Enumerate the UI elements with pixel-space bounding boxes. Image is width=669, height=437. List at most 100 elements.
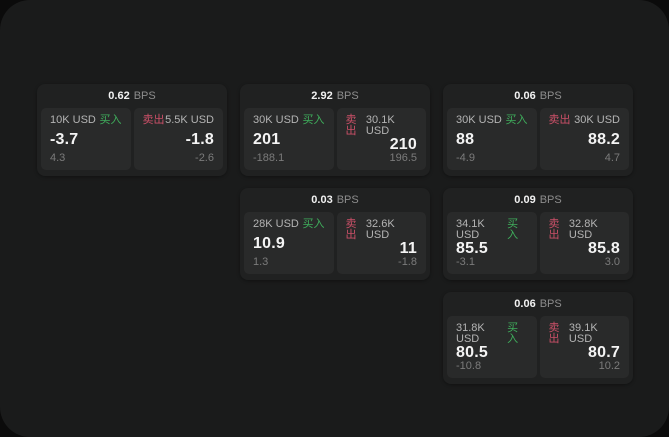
sell-size-label: 30K USD: [574, 114, 620, 126]
sell-tag: 卖出: [548, 114, 571, 126]
buy-tile-top: 31.8K USD 买入: [456, 323, 528, 345]
quote-tiles: 30K USD 买入 88 -4.9 卖出 30K USD 88.2 4.7: [447, 108, 629, 170]
sell-delta: 3.0: [604, 256, 620, 268]
sell-tile[interactable]: 卖出 30.1K USD 210 196.5: [336, 108, 426, 170]
card-header: 0.03 BPS: [244, 188, 426, 212]
quote-card: 0.09 BPS 34.1K USD 买入 85.5 -3.1 卖出 32.8K…: [443, 188, 633, 280]
sell-size-label: 39.1K USD: [568, 322, 598, 345]
bps-value: 0.09: [514, 193, 536, 206]
sell-tag: 卖出: [548, 218, 560, 241]
sell-tile-top: 卖出 39.1K USD: [549, 323, 621, 345]
buy-delta: 1.3: [253, 256, 269, 268]
buy-size-label: 30K USD: [456, 114, 502, 126]
sell-price: 85.8: [588, 240, 620, 257]
bps-unit-label: BPS: [539, 89, 562, 102]
buy-tag: 买入: [507, 218, 519, 241]
quote-tiles: 34.1K USD 买入 85.5 -3.1 卖出 32.8K USD 85.8…: [447, 212, 629, 274]
cards-grid: 0.62 BPS 10K USD 买入 -3.7 4.3 卖出 5.5K USD…: [37, 84, 633, 384]
sell-tag: 卖出: [345, 218, 357, 241]
buy-size-label: 31.8K USD: [456, 322, 485, 345]
sell-tile[interactable]: 卖出 30K USD 88.2 4.7: [539, 108, 629, 170]
buy-tile[interactable]: 28K USD 买入 10.9 1.3: [244, 212, 334, 274]
sell-size-label: 5.5K USD: [165, 114, 214, 126]
quote-card: 0.62 BPS 10K USD 买入 -3.7 4.3 卖出 5.5K USD…: [37, 84, 227, 176]
sell-delta: -1.8: [398, 256, 417, 268]
buy-tile-top: 34.1K USD 买入: [456, 219, 528, 241]
buy-delta: -3.1: [456, 256, 475, 268]
buy-tag: 买入: [99, 114, 122, 126]
buy-size-label: 30K USD: [253, 114, 299, 126]
sell-tile-top: 卖出 32.6K USD: [346, 219, 418, 241]
sell-delta: 196.5: [389, 152, 417, 164]
bps-unit-label: BPS: [539, 297, 562, 310]
quote-card: 0.06 BPS 31.8K USD 买入 80.5 -10.8 卖出 39.1…: [443, 292, 633, 384]
quote-tiles: 10K USD 买入 -3.7 4.3 卖出 5.5K USD -1.8 -2.…: [41, 108, 223, 170]
buy-delta: -10.8: [456, 360, 482, 372]
sell-size-label: 32.6K USD: [365, 218, 395, 241]
buy-price: 80.5: [456, 344, 488, 361]
bps-value: 0.06: [514, 89, 536, 102]
quote-card: 0.03 BPS 28K USD 买入 10.9 1.3 卖出 32.6K US…: [240, 188, 430, 280]
buy-size-label: 10K USD: [50, 114, 96, 126]
sell-size-label: 30.1K USD: [365, 114, 395, 137]
quote-card: 2.92 BPS 30K USD 买入 201 -188.1 卖出 30.1K …: [240, 84, 430, 176]
card-header: 0.09 BPS: [447, 188, 629, 212]
sell-tile-top: 卖出 30K USD: [549, 115, 621, 126]
sell-size-label: 32.8K USD: [568, 218, 598, 241]
buy-tile-top: 30K USD 买入: [456, 115, 528, 126]
sell-tile[interactable]: 卖出 32.8K USD 85.8 3.0: [539, 212, 629, 274]
buy-size-label: 28K USD: [253, 218, 299, 230]
sell-tile-top: 卖出 30.1K USD: [346, 115, 418, 137]
sell-tile[interactable]: 卖出 5.5K USD -1.8 -2.6: [133, 108, 223, 170]
buy-size-label: 34.1K USD: [456, 218, 485, 241]
buy-tile[interactable]: 31.8K USD 买入 80.5 -10.8: [447, 316, 537, 378]
bps-value: 0.03: [311, 193, 333, 206]
buy-tag: 买入: [302, 218, 325, 230]
sell-delta: -2.6: [195, 152, 214, 164]
sell-tile-top: 卖出 32.8K USD: [549, 219, 621, 241]
sell-price: 210: [389, 136, 417, 153]
buy-tile[interactable]: 10K USD 买入 -3.7 4.3: [41, 108, 131, 170]
card-header: 2.92 BPS: [244, 84, 426, 108]
sell-delta: 4.7: [604, 152, 620, 164]
bps-value: 0.62: [108, 89, 130, 102]
buy-tile[interactable]: 30K USD 买入 88 -4.9: [447, 108, 537, 170]
buy-price: -3.7: [50, 130, 79, 148]
sell-price: 80.7: [588, 344, 620, 361]
buy-price: 88: [456, 130, 475, 148]
sell-price: -1.8: [185, 130, 214, 148]
buy-tag: 买入: [507, 322, 519, 345]
card-header: 0.62 BPS: [41, 84, 223, 108]
sell-tag: 卖出: [142, 114, 165, 126]
buy-tile-top: 28K USD 买入: [253, 219, 325, 230]
sell-tile-top: 卖出 5.5K USD: [143, 115, 215, 126]
quote-tiles: 28K USD 买入 10.9 1.3 卖出 32.6K USD 11 -1.8: [244, 212, 426, 274]
sell-delta: 10.2: [598, 360, 620, 372]
sell-tag: 卖出: [345, 114, 357, 137]
buy-price: 85.5: [456, 240, 488, 257]
buy-tile[interactable]: 34.1K USD 买入 85.5 -3.1: [447, 212, 537, 274]
sell-tile[interactable]: 卖出 39.1K USD 80.7 10.2: [539, 316, 629, 378]
buy-tag: 买入: [505, 114, 528, 126]
buy-tile[interactable]: 30K USD 买入 201 -188.1: [244, 108, 334, 170]
sell-tile[interactable]: 卖出 32.6K USD 11 -1.8: [336, 212, 426, 274]
bps-value: 0.06: [514, 297, 536, 310]
buy-delta: -4.9: [456, 152, 475, 164]
quote-tiles: 30K USD 买入 201 -188.1 卖出 30.1K USD 210 1…: [244, 108, 426, 170]
buy-delta: 4.3: [50, 152, 66, 164]
card-header: 0.06 BPS: [447, 292, 629, 316]
bps-value: 2.92: [311, 89, 333, 102]
quote-card: 0.06 BPS 30K USD 买入 88 -4.9 卖出 30K USD 8…: [443, 84, 633, 176]
quote-tiles: 31.8K USD 买入 80.5 -10.8 卖出 39.1K USD 80.…: [447, 316, 629, 378]
buy-tag: 买入: [302, 114, 325, 126]
bps-unit-label: BPS: [539, 193, 562, 206]
buy-delta: -188.1: [253, 152, 285, 164]
sell-tag: 卖出: [548, 322, 560, 345]
buy-price: 10.9: [253, 234, 285, 252]
bps-unit-label: BPS: [336, 193, 359, 206]
sell-price: 88.2: [588, 130, 620, 148]
buy-price: 201: [253, 130, 281, 148]
bps-unit-label: BPS: [133, 89, 156, 102]
